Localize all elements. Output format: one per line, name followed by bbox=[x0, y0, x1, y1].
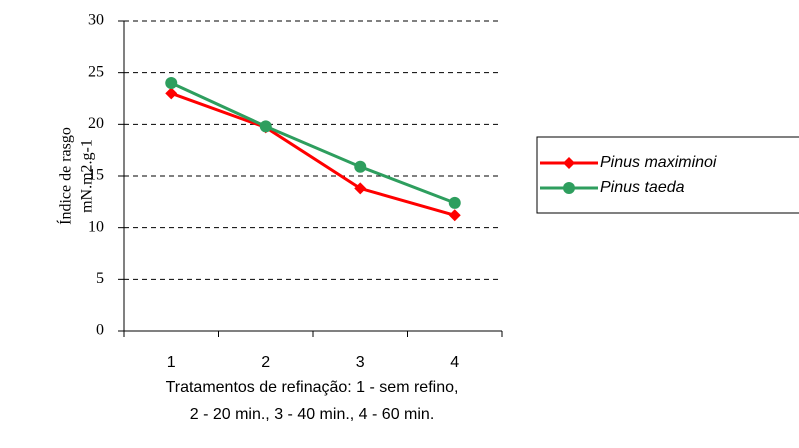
y-tick-label: 5 bbox=[96, 270, 104, 287]
marker bbox=[448, 196, 461, 209]
y-tick-label: 25 bbox=[88, 63, 104, 80]
marker bbox=[563, 182, 575, 194]
legend-label: Pinus maximinoi bbox=[600, 154, 717, 171]
line bbox=[170, 91, 456, 217]
y-axis-label: mN.m2.g-1 bbox=[79, 139, 96, 213]
x-tick-label: 4 bbox=[450, 354, 459, 371]
y-tick-label: 20 bbox=[88, 115, 104, 132]
x-tick-label: 2 bbox=[261, 354, 270, 371]
y-axis-label: Índice de rasgo bbox=[56, 127, 75, 225]
y-tick-label: 30 bbox=[88, 12, 104, 29]
legend-box bbox=[536, 136, 799, 214]
x-tick-label: 3 bbox=[356, 354, 365, 371]
marker bbox=[165, 77, 178, 89]
y-tick-label: 15 bbox=[88, 167, 104, 184]
y-tick-label: 0 bbox=[96, 322, 104, 339]
x-axis-label: 2 - 20 min., 3 - 40 min., 4 - 60 min. bbox=[190, 406, 435, 423]
line bbox=[170, 81, 456, 205]
marker bbox=[448, 209, 461, 222]
marker bbox=[259, 120, 272, 133]
marker bbox=[354, 160, 367, 173]
legend-label: Pinus taeda bbox=[600, 179, 685, 196]
y-tick-label: 10 bbox=[88, 218, 104, 235]
marker bbox=[563, 157, 575, 169]
marker bbox=[354, 182, 367, 195]
x-tick-label: 1 bbox=[167, 354, 176, 371]
marker bbox=[165, 87, 178, 100]
x-axis-label: Tratamentos de refinação: 1 - sem refino… bbox=[166, 379, 459, 396]
